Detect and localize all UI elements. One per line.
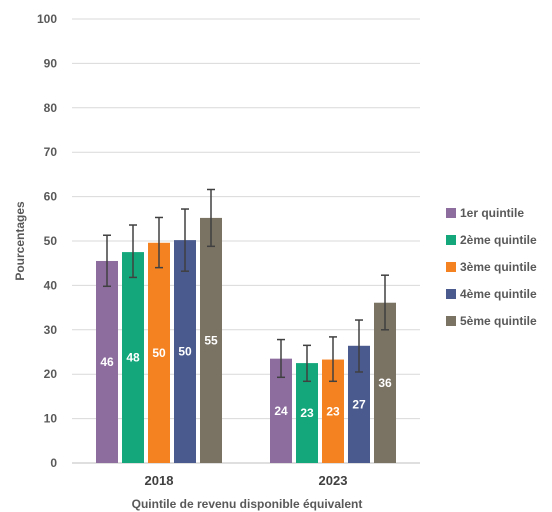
y-axis-ticks: 0 10 20 30 40 50 60 70 80 90 100 — [37, 12, 57, 470]
legend-label: 5ème quintile — [460, 314, 537, 328]
y-tick-label: 80 — [44, 101, 58, 115]
error-bars — [103, 188, 389, 383]
bar — [270, 358, 292, 463]
data-label: 23 — [300, 406, 314, 420]
y-tick-label: 0 — [50, 456, 57, 470]
y-axis-title: Pourcentages — [13, 201, 27, 281]
bar — [200, 217, 222, 463]
legend: 1er quintile 2ème quintile 3ème quintile 4è… — [446, 206, 537, 328]
y-tick-label: 90 — [44, 56, 58, 70]
bar — [174, 240, 196, 463]
x-category-label: 2018 — [145, 473, 174, 488]
y-tick-label: 10 — [44, 412, 58, 426]
legend-swatch — [446, 316, 456, 326]
legend-label: 2ème quintile — [460, 233, 537, 247]
bars — [96, 217, 396, 463]
legend-label: 1er quintile — [460, 206, 524, 220]
data-label: 23 — [326, 404, 340, 418]
data-label: 48 — [126, 351, 140, 365]
data-label: 55 — [204, 333, 218, 347]
y-tick-label: 60 — [44, 190, 58, 204]
data-label: 27 — [352, 397, 366, 411]
legend-swatch — [446, 262, 456, 272]
legend-label: 4ème quintile — [460, 287, 537, 301]
data-labels: 46 48 50 50 55 24 23 23 27 36 — [100, 333, 392, 420]
y-tick-label: 20 — [44, 367, 58, 381]
y-tick-label: 70 — [44, 145, 58, 159]
x-axis-title: Quintile de revenu disponible équivalent — [132, 497, 363, 511]
x-category-label: 2023 — [319, 473, 348, 488]
bar — [122, 252, 144, 463]
data-label: 46 — [100, 355, 114, 369]
y-tick-label: 40 — [44, 278, 58, 292]
bar — [374, 302, 396, 463]
data-label: 24 — [274, 404, 288, 418]
bar — [348, 345, 370, 463]
legend-swatch — [446, 235, 456, 245]
bar — [148, 242, 170, 463]
legend-label: 3ème quintile — [460, 260, 537, 274]
data-label: 36 — [378, 376, 392, 390]
legend-swatch — [446, 289, 456, 299]
data-label: 50 — [178, 345, 192, 359]
bar — [96, 260, 118, 463]
bar — [322, 359, 344, 463]
y-tick-label: 50 — [44, 234, 58, 248]
y-tick-label: 100 — [37, 12, 57, 26]
y-tick-label: 30 — [44, 323, 58, 337]
data-label: 50 — [152, 346, 166, 360]
bar — [296, 363, 318, 463]
legend-swatch — [446, 208, 456, 218]
x-axis-categories: 2018 2023 — [145, 473, 348, 488]
